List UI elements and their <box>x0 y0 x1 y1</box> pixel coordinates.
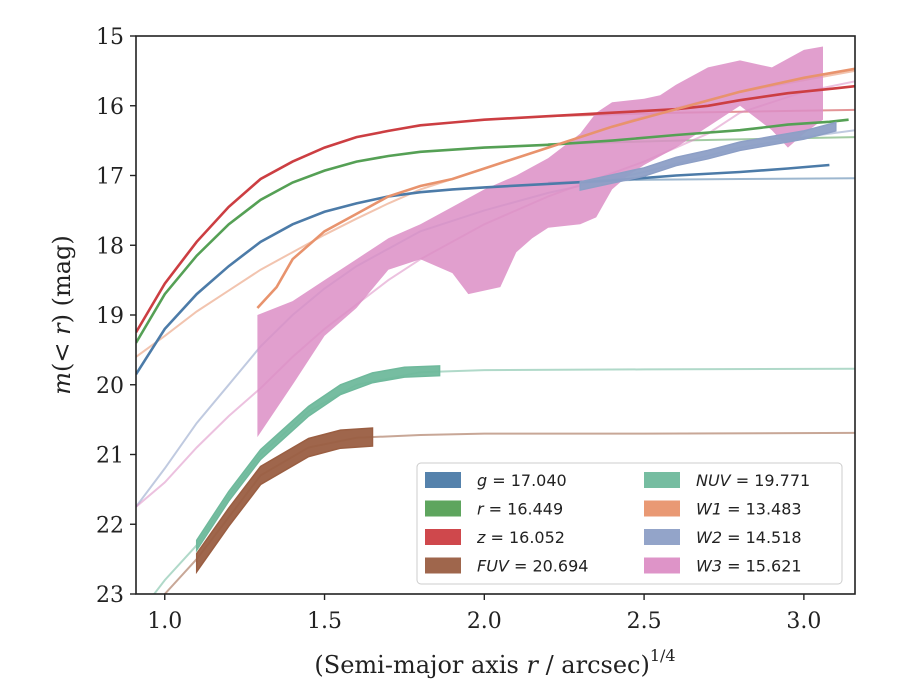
legend: g = 17.040 r = 16.449 z = 16.052 FUV = 20.6… <box>416 462 843 585</box>
y-tick-label: 15 <box>96 25 124 50</box>
legend-label: W2 = 14.518 <box>696 528 802 547</box>
model-curve-w3 <box>136 80 855 508</box>
data-curve-g <box>136 163 830 375</box>
legend-box <box>416 462 843 585</box>
legend-item-g: g = 17.040 <box>425 471 567 490</box>
y-tick-label: 18 <box>96 234 124 259</box>
band-fuv <box>195 427 374 575</box>
series-layer <box>136 46 855 594</box>
band-w2 <box>579 121 837 192</box>
y-tick-label: 22 <box>96 513 124 538</box>
y-tick-label: 20 <box>96 374 124 399</box>
legend-label: W3 = 15.621 <box>696 557 802 576</box>
legend-swatch <box>644 500 680 517</box>
legend-swatch <box>425 500 461 517</box>
x-axis-label-main: (Semi-major axis <box>314 651 526 679</box>
legend-label: g = 17.040 <box>477 471 567 490</box>
x-tick-label: 2.0 <box>467 609 502 634</box>
y-tick-label: 19 <box>96 304 124 329</box>
y-tick-label: 16 <box>96 95 124 120</box>
legend-item-fuv: FUV = 20.694 <box>425 557 588 576</box>
y-tick-label: 17 <box>96 165 124 190</box>
x-tick-label: 1.0 <box>147 609 182 634</box>
legend-item-nuv: NUV = 19.771 <box>644 471 810 490</box>
legend-swatch <box>644 529 680 545</box>
legend-label: FUV = 20.694 <box>477 557 588 576</box>
legend-swatch <box>425 529 461 545</box>
legend-label: NUV = 19.771 <box>696 471 810 490</box>
x-tick-label: 2.5 <box>627 609 662 634</box>
x-axis-label-tail: / arcsec) <box>538 651 650 679</box>
legend-swatch <box>425 472 461 488</box>
x-axis-label-var: r <box>526 651 539 679</box>
y-axis-label-var: r <box>48 322 76 335</box>
y-axis-label-tail: ) (mag) <box>48 235 76 323</box>
data-curve-w1 <box>256 67 855 309</box>
legend-entries: g = 17.040 r = 16.449 z = 16.052 FUV = 20.6… <box>425 471 810 576</box>
y-axis: 15 16 17 18 19 20 21 22 23 <box>96 25 136 608</box>
x-axis-label-exponent: 1/4 <box>650 646 676 665</box>
x-axis-label: (Semi-major axis r / arcsec)1/4 <box>314 646 675 679</box>
legend-swatch <box>425 557 461 574</box>
y-tick-label: 21 <box>96 444 124 469</box>
legend-item-w3: W3 = 15.621 <box>644 557 802 576</box>
x-tick-label: 3.0 <box>786 609 821 634</box>
y-axis-label: m(< r) (mag) <box>48 235 76 395</box>
legend-label: W1 = 13.483 <box>696 500 802 519</box>
legend-label: r = 16.449 <box>477 500 563 519</box>
y-tick-label: 23 <box>96 583 124 608</box>
data-curve-z <box>136 84 855 334</box>
data-curve-r <box>136 118 849 344</box>
legend-swatch <box>644 472 680 488</box>
legend-item-w2: W2 = 14.518 <box>644 528 802 547</box>
legend-item-r: r = 16.449 <box>425 500 563 519</box>
x-tick-label: 1.5 <box>307 609 342 634</box>
band-nuv <box>195 365 441 553</box>
legend-item-w1: W1 = 13.483 <box>644 500 802 519</box>
y-axis-label-lead: m <box>48 372 76 395</box>
x-axis: 1.0 1.5 2.0 2.5 3.0 <box>147 594 821 634</box>
legend-label: z = 16.052 <box>476 528 565 547</box>
y-axis-label-mid: (< <box>48 335 76 372</box>
legend-swatch <box>644 557 680 574</box>
legend-item-z: z = 16.052 <box>425 528 565 547</box>
